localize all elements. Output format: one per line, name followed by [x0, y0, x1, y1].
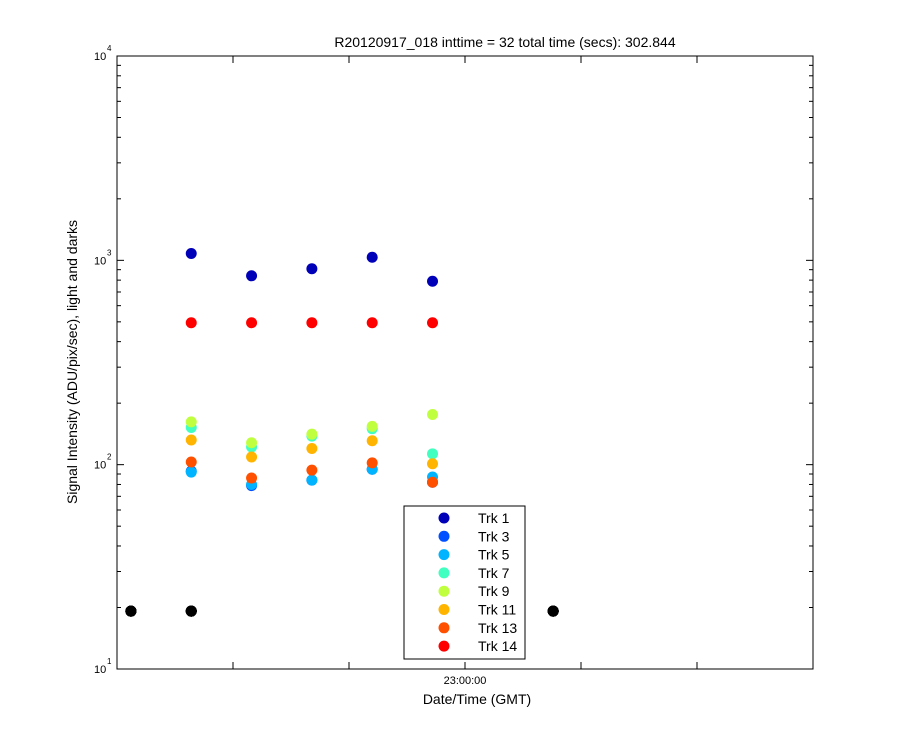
chart-title: R20120917_018 inttime = 32 total time (s…: [334, 34, 675, 50]
data-point: [366, 251, 378, 263]
legend-marker: [438, 640, 450, 652]
legend-marker: [438, 585, 450, 597]
data-point: [246, 270, 258, 282]
legend-label: Trk 11: [478, 602, 516, 618]
data-point: [306, 464, 318, 476]
data-point: [366, 435, 378, 447]
legend-marker: [438, 622, 450, 634]
legend-label: Trk 1: [478, 510, 510, 526]
data-point: [306, 428, 318, 440]
legend-marker: [438, 530, 450, 542]
y-tick-exponent: 3: [107, 248, 112, 257]
data-point: [246, 451, 258, 463]
data-point: [306, 317, 318, 329]
legend: Trk 1 Trk 3 Trk 5 Trk 7 Trk 9 Trk 11 Trk 13 Trk…: [403, 505, 526, 660]
legend-marker: [438, 567, 450, 579]
legend-box: [403, 505, 526, 660]
data-point: [427, 476, 439, 488]
legend-marker: [438, 512, 450, 524]
legend-label: Trk 3: [478, 528, 510, 544]
y-tick-label: 10: [94, 51, 106, 63]
data-point: [306, 442, 318, 454]
data-point: [185, 466, 197, 478]
data-point: [246, 472, 258, 484]
y-axis-label: Signal Intensity (ADU/pix/sec), light an…: [64, 220, 80, 504]
data-point: [427, 317, 439, 329]
y-tick-exponent: 1: [107, 657, 112, 666]
data-point: [427, 409, 439, 421]
legend-label: Trk 5: [478, 547, 510, 563]
legend-label: Trk 7: [478, 565, 510, 581]
data-point: [125, 605, 137, 617]
legend-label: Trk 13: [478, 620, 517, 636]
data-point: [427, 275, 439, 287]
y-tick-label: 10: [94, 460, 106, 472]
legend-label: Trk 14: [478, 638, 517, 654]
data-point: [246, 437, 258, 449]
data-point: [306, 474, 318, 486]
legend-entries: Trk 1 Trk 3 Trk 5 Trk 7 Trk 9 Trk 11 Trk 13 Trk…: [438, 510, 517, 654]
legend-label: Trk 9: [478, 583, 510, 599]
data-point: [246, 317, 258, 329]
data-point: [547, 605, 559, 617]
data-point: [366, 317, 378, 329]
data-point: [366, 420, 378, 432]
data-point: [185, 434, 197, 446]
data-point: [185, 456, 197, 468]
data-point: [185, 317, 197, 329]
data-point: [185, 605, 197, 617]
x-axis-label: Date/Time (GMT): [423, 691, 531, 707]
y-tick-exponent: 4: [107, 44, 112, 53]
legend-marker: [438, 604, 450, 615]
y-tick-label: 10: [94, 255, 106, 267]
y-tick-label: 10: [94, 664, 106, 676]
data-point: [185, 416, 197, 428]
y-tick-exponent: 2: [107, 453, 112, 462]
data-point: [366, 457, 378, 469]
data-point: [185, 248, 197, 260]
x-tick-label: 23:00:00: [444, 675, 487, 687]
legend-marker: [438, 549, 450, 561]
data-point: [427, 458, 439, 470]
data-point: [306, 263, 318, 275]
data-point: [427, 448, 439, 460]
